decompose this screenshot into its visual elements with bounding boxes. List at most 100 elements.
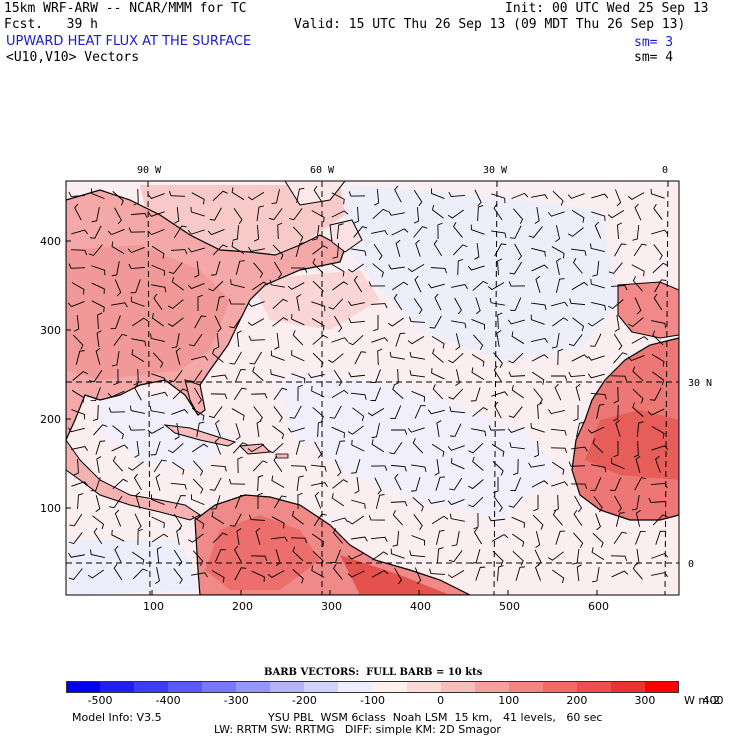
wind-barb — [74, 203, 82, 221]
wind-barb — [353, 226, 368, 238]
forecast-hour: Fcst. 39 h — [4, 17, 98, 32]
wind-barb — [130, 212, 148, 219]
wind-barb — [231, 241, 245, 255]
wind-barb — [372, 208, 388, 219]
wind-barb — [233, 387, 247, 401]
wind-barb — [174, 495, 186, 509]
wind-barb — [192, 460, 204, 476]
wind-barb — [248, 246, 265, 252]
wind-barb — [253, 406, 263, 423]
wind-barb — [71, 282, 85, 295]
amazon-hot — [340, 555, 450, 595]
wind-barb — [95, 440, 106, 455]
wind-barb — [413, 206, 420, 224]
wind-barb — [354, 477, 360, 494]
wind-barb — [368, 281, 386, 287]
wind-barb — [614, 495, 623, 513]
wind-barb — [111, 302, 128, 308]
wind-barb — [347, 515, 365, 525]
wind-barb — [236, 528, 242, 545]
wind-barb — [448, 550, 463, 563]
wind-barb — [328, 298, 344, 310]
wind-barb — [491, 443, 505, 457]
wind-barb — [171, 276, 184, 291]
colorbar-cell — [644, 681, 680, 693]
wind-barb — [328, 353, 344, 363]
wind-barb — [312, 550, 324, 566]
wind-barb — [655, 530, 666, 545]
wind-barb — [651, 553, 669, 559]
wind-barb — [272, 425, 285, 440]
wind-barb — [651, 426, 665, 439]
colorbar-cell — [66, 681, 101, 693]
iberia — [617, 281, 679, 339]
wind-barb — [187, 229, 205, 235]
wind-barb — [409, 550, 426, 558]
greenland — [284, 181, 346, 206]
wind-barb — [455, 369, 461, 386]
field-title: UPWARD HEAT FLUX AT THE SURFACE — [6, 34, 252, 49]
wind-barb — [451, 284, 468, 289]
wind-barb — [96, 456, 102, 473]
wind-barb — [392, 510, 404, 526]
wind-barb — [652, 330, 664, 346]
wind-barb — [437, 222, 443, 240]
wind-barb — [277, 222, 283, 240]
wind-barb — [608, 299, 624, 310]
wind-barb — [351, 459, 361, 474]
wind-barb — [473, 334, 484, 350]
wind-barb — [592, 260, 600, 277]
wind-barb — [652, 514, 668, 526]
wind-barb — [68, 532, 83, 545]
colorbar-cell — [202, 681, 237, 693]
wind-barb — [111, 351, 120, 367]
wind-barb — [353, 275, 363, 293]
wind-barb — [210, 261, 221, 276]
wind-barb — [90, 477, 101, 492]
wind-barb — [389, 441, 403, 455]
wind-barb — [570, 483, 588, 489]
wind-barb — [575, 422, 585, 437]
wind-barb — [347, 552, 365, 560]
wind-barb — [348, 372, 366, 378]
wind-barb — [191, 443, 209, 453]
wind-barb — [407, 335, 425, 345]
wind-barb — [555, 278, 565, 293]
wind-barb — [370, 536, 388, 542]
wind-barb — [271, 189, 280, 205]
init-time: Init: 00 UTC Wed 25 Sep 13 — [505, 1, 709, 16]
wind-barb — [331, 192, 345, 205]
wind-barb — [557, 348, 564, 366]
wind-barb — [633, 243, 647, 257]
wind-barb — [351, 536, 368, 542]
sahara-hot — [585, 410, 679, 480]
wind-barb — [470, 224, 485, 235]
wind-barb — [454, 297, 462, 315]
wind-barb — [371, 337, 389, 343]
wind-barb — [571, 281, 589, 290]
wind-barb — [632, 402, 644, 417]
wind-barb — [411, 464, 427, 472]
wind-barb — [71, 446, 88, 451]
wind-barb — [273, 406, 283, 423]
wind-barb — [332, 528, 343, 544]
wind-barb — [353, 206, 359, 224]
wind-barb — [211, 495, 221, 510]
wind-barb — [75, 350, 85, 365]
x-tick-label: 200 — [232, 600, 253, 613]
wind-barb — [534, 207, 540, 224]
wind-barb — [93, 527, 103, 545]
wind-barb — [431, 515, 449, 525]
wind-barb — [433, 239, 443, 257]
wind-barb — [175, 347, 181, 365]
wind-barb — [414, 567, 422, 585]
wind-barb — [653, 244, 663, 261]
wind-barb — [591, 567, 600, 583]
wind-barb — [493, 496, 503, 513]
wind-barb — [330, 549, 342, 563]
wind-barb — [652, 262, 668, 274]
wind-barb — [590, 243, 605, 253]
wind-barb — [189, 333, 203, 347]
colorbar-label: -200 — [291, 694, 317, 707]
wind-barb — [390, 429, 408, 435]
